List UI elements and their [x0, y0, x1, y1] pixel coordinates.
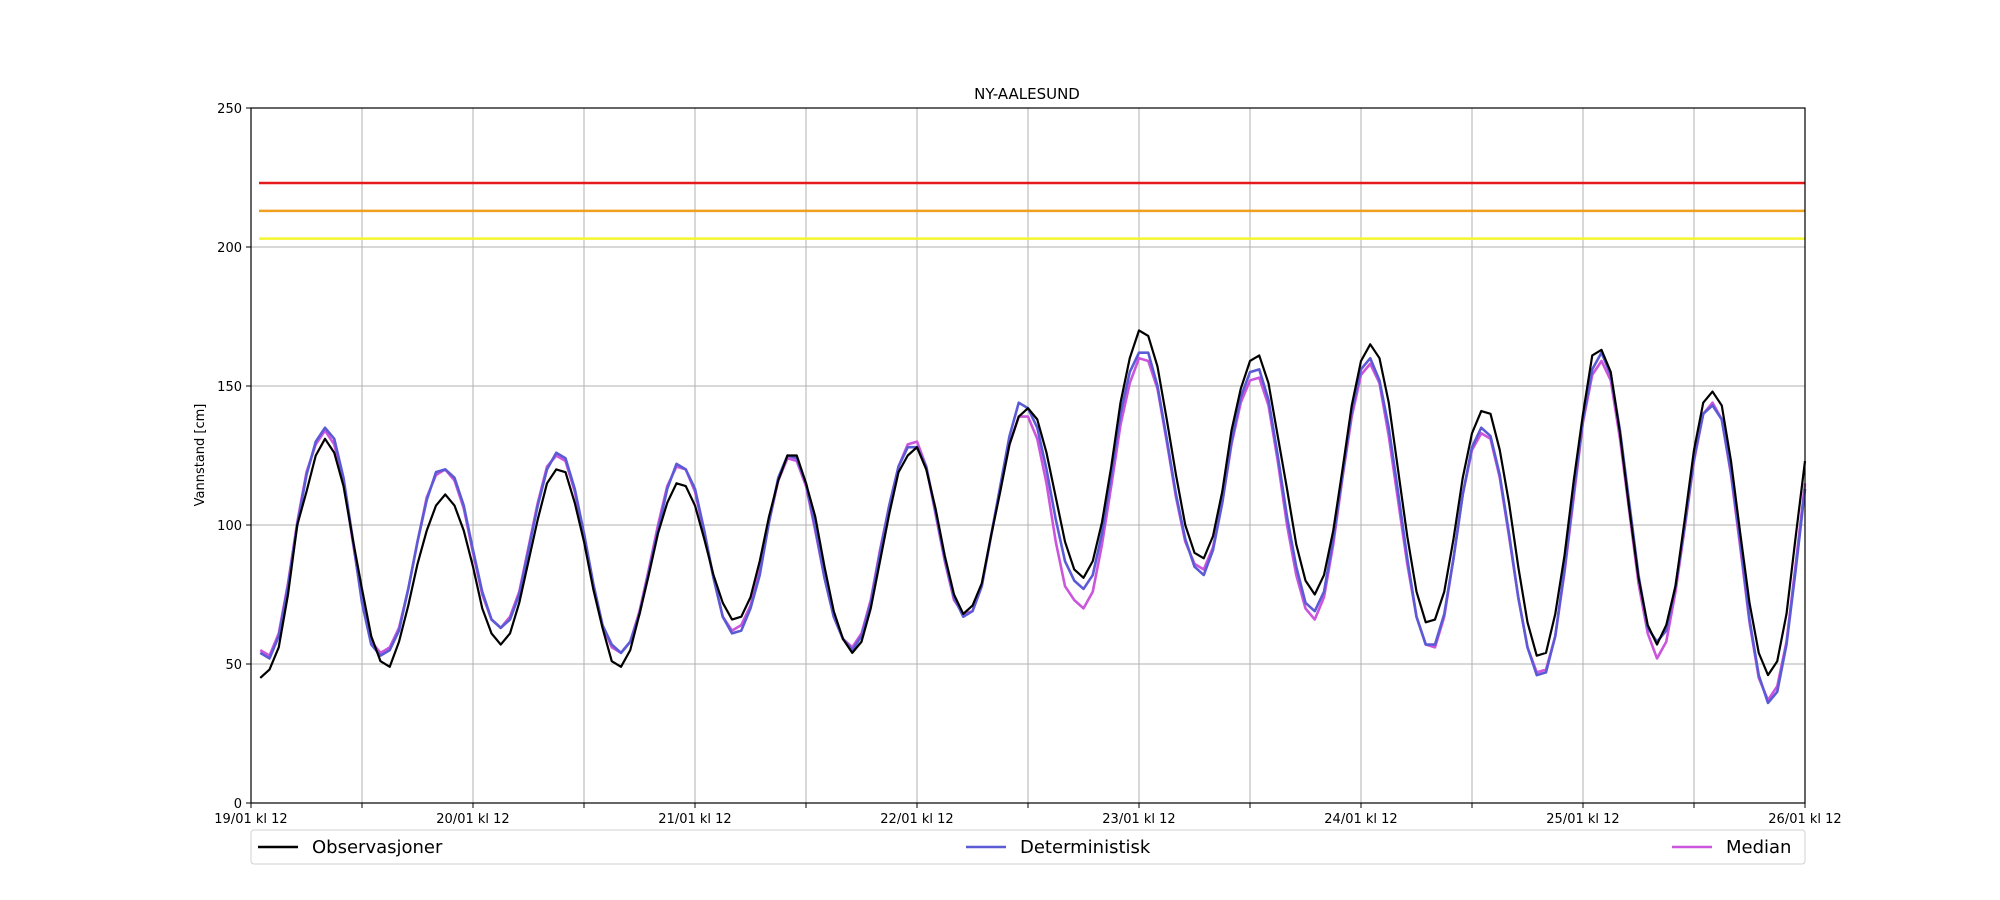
legend-label: Median	[1726, 837, 1791, 858]
y-tick-label: 150	[217, 380, 242, 395]
legend-label: Observasjoner	[312, 837, 443, 858]
legend-label: Deterministisk	[1020, 837, 1151, 858]
y-tick-label: 100	[217, 519, 242, 534]
x-tick-label: 19/01 kl 12	[214, 812, 287, 827]
series-lines	[259, 329, 1807, 705]
x-tick-label: 25/01 kl 12	[1546, 812, 1619, 827]
series-line-deterministisk	[259, 351, 1807, 705]
legend-box	[250, 829, 1806, 865]
y-axis-label: Vannstand [cm]	[193, 404, 208, 507]
series-line-observasjoner	[259, 329, 1807, 679]
x-tick-label: 26/01 kl 12	[1768, 812, 1841, 827]
x-tick-label: 22/01 kl 12	[880, 812, 953, 827]
y-tick-label: 0	[234, 797, 242, 812]
y-tick-label: 200	[217, 241, 242, 256]
y-tick-label: 250	[217, 102, 242, 117]
threshold-lines	[259, 181, 1805, 240]
x-tick-label: 21/01 kl 12	[658, 812, 731, 827]
legend: Observasjoner Deterministisk Median	[250, 829, 1806, 865]
x-tick-label: 24/01 kl 12	[1324, 812, 1397, 827]
y-tick-label: 50	[225, 658, 242, 673]
x-axis: 19/01 kl 12 20/01 kl 12 21/01 kl 12 22/01 k…	[214, 803, 1842, 827]
chart-title: NY-AALESUND	[974, 85, 1080, 103]
x-tick-label: 20/01 kl 12	[436, 812, 509, 827]
y-axis: 0 50 100 150 200 250	[217, 102, 251, 812]
x-tick-label: 23/01 kl 12	[1102, 812, 1175, 827]
